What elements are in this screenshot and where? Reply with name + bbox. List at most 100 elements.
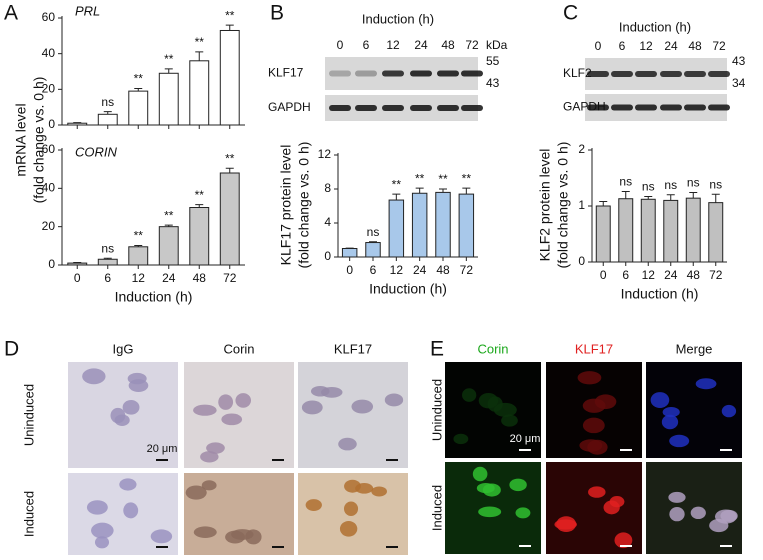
blot-header: Induction (h) bbox=[619, 19, 691, 34]
nucleus bbox=[478, 507, 501, 518]
error-bar bbox=[392, 194, 400, 200]
y-tick-label: 8 bbox=[324, 181, 331, 195]
lane-label: 12 bbox=[386, 38, 400, 52]
nucleus bbox=[206, 442, 225, 453]
bar bbox=[159, 73, 178, 125]
marker-label: 34 bbox=[732, 76, 746, 90]
significance: ns bbox=[619, 175, 632, 189]
column-header: KLF17 bbox=[575, 341, 613, 356]
nucleus bbox=[696, 378, 717, 389]
nucleus bbox=[610, 496, 625, 507]
x-tick-label: 48 bbox=[193, 271, 207, 285]
nucleus bbox=[351, 400, 373, 414]
x-tick-label: 72 bbox=[223, 271, 237, 285]
blot-band bbox=[684, 71, 706, 77]
bar bbox=[98, 259, 117, 265]
scale-bar bbox=[519, 545, 531, 547]
blot-band bbox=[708, 71, 730, 77]
x-tick-label: 6 bbox=[104, 271, 111, 285]
blot-band bbox=[684, 105, 706, 111]
nucleus bbox=[722, 405, 736, 417]
blot-band bbox=[611, 105, 633, 111]
blot-band bbox=[635, 71, 657, 77]
blot-band bbox=[410, 71, 432, 77]
nucleus bbox=[344, 501, 358, 516]
x-tick-label: 6 bbox=[622, 268, 629, 282]
bar bbox=[68, 263, 87, 265]
y-tick-label: 12 bbox=[318, 147, 332, 161]
bar bbox=[366, 243, 380, 257]
y-tick-label: 4 bbox=[324, 215, 331, 229]
blot-band bbox=[355, 105, 377, 111]
scale-label: 20 μm bbox=[510, 433, 541, 445]
error-bar bbox=[226, 25, 234, 30]
blot-band bbox=[611, 71, 633, 77]
nucleus bbox=[651, 392, 670, 408]
column-header: KLF17 bbox=[334, 341, 372, 356]
significance: ns bbox=[642, 180, 655, 194]
significance: ** bbox=[225, 8, 235, 22]
significance: ns bbox=[664, 178, 677, 192]
lane-label: 72 bbox=[465, 38, 479, 52]
scale-bar bbox=[272, 546, 284, 548]
scale-bar bbox=[720, 545, 732, 547]
blot-band bbox=[355, 71, 377, 77]
nucleus bbox=[194, 526, 217, 538]
blot-band bbox=[587, 71, 609, 77]
nucleus bbox=[668, 492, 685, 503]
bar bbox=[190, 208, 209, 266]
x-tick-label: 24 bbox=[162, 271, 176, 285]
y-tick-label: 0 bbox=[578, 254, 585, 268]
significance: ** bbox=[195, 188, 205, 202]
nucleus bbox=[385, 393, 403, 406]
nucleus bbox=[516, 507, 531, 518]
scale-bar bbox=[620, 449, 632, 451]
blot-band bbox=[461, 71, 483, 77]
nucleus bbox=[218, 394, 233, 410]
x-axis-title: Induction (h) bbox=[369, 281, 447, 297]
chart-title: PRL bbox=[75, 3, 100, 18]
nucleus bbox=[709, 519, 728, 532]
nucleus bbox=[462, 388, 476, 402]
nucleus bbox=[123, 502, 138, 518]
bar bbox=[436, 192, 450, 257]
scale-label: 20 μm bbox=[147, 443, 178, 455]
significance: ** bbox=[195, 35, 205, 49]
significance: ns bbox=[367, 225, 380, 239]
nucleus bbox=[306, 499, 322, 511]
significance: ** bbox=[164, 208, 174, 222]
significance: ** bbox=[392, 177, 402, 191]
blot-band bbox=[461, 105, 483, 111]
significance: ** bbox=[462, 171, 472, 185]
bar bbox=[342, 249, 356, 258]
error-bar bbox=[226, 168, 234, 173]
significance: ** bbox=[438, 172, 448, 186]
x-axis-title: Induction (h) bbox=[115, 289, 193, 305]
scale-bar bbox=[272, 459, 284, 461]
blot-band bbox=[635, 105, 657, 111]
nucleus bbox=[202, 480, 217, 490]
x-tick-label: 0 bbox=[346, 263, 353, 277]
bar bbox=[686, 198, 700, 262]
lane-label: 48 bbox=[441, 38, 455, 52]
lane-label: 24 bbox=[664, 39, 678, 53]
nucleus bbox=[95, 536, 109, 548]
bar bbox=[190, 61, 209, 125]
nucleus bbox=[110, 408, 125, 423]
y-tick-label: 2 bbox=[578, 142, 585, 156]
lane-label: 0 bbox=[337, 38, 344, 52]
panel-label: C bbox=[563, 2, 578, 25]
panel-label: B bbox=[270, 2, 284, 25]
nucleus bbox=[321, 387, 342, 398]
lane-label: 6 bbox=[619, 39, 626, 53]
marker-label: 55 bbox=[486, 54, 500, 68]
y-tick-label: 1 bbox=[578, 198, 585, 212]
lane-label: 6 bbox=[363, 38, 370, 52]
nucleus bbox=[231, 529, 253, 540]
nucleus bbox=[151, 529, 172, 543]
blot-band bbox=[437, 71, 459, 77]
error-bar bbox=[712, 194, 720, 202]
bar bbox=[389, 200, 403, 257]
x-tick-label: 6 bbox=[370, 263, 377, 277]
